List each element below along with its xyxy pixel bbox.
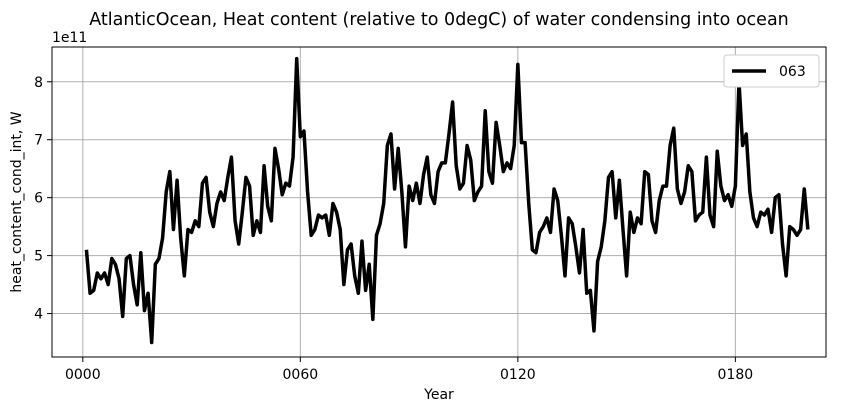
series-layer <box>84 56 810 345</box>
x-tick-label: 0120 <box>500 367 536 383</box>
y-offset-label: 1e11 <box>52 30 87 46</box>
y-tick-label: 6 <box>34 191 43 207</box>
series-line-063 <box>84 56 810 345</box>
x-tick-label: 0000 <box>65 367 101 383</box>
plot-area-frame <box>51 46 827 358</box>
legend: 063 <box>723 54 820 88</box>
y-tick-label: 4 <box>34 307 43 323</box>
chart-title: AtlanticOcean, Heat content (relative to… <box>89 10 789 30</box>
x-axis: 0000 0060 0120 0180 <box>65 357 753 383</box>
x-axis-label: Year <box>423 387 454 403</box>
x-tick-label: 0180 <box>718 367 754 383</box>
x-tick-label: 0060 <box>283 367 319 383</box>
y-tick-label: 5 <box>34 249 43 265</box>
legend-label-063: 063 <box>779 64 806 80</box>
y-axis: 4 5 6 7 8 <box>34 75 52 323</box>
y-axis-label: heat_content_cond_int, W <box>9 111 25 292</box>
y-tick-label: 7 <box>34 133 43 149</box>
legend-box <box>723 54 820 88</box>
y-tick-label: 8 <box>34 75 43 91</box>
